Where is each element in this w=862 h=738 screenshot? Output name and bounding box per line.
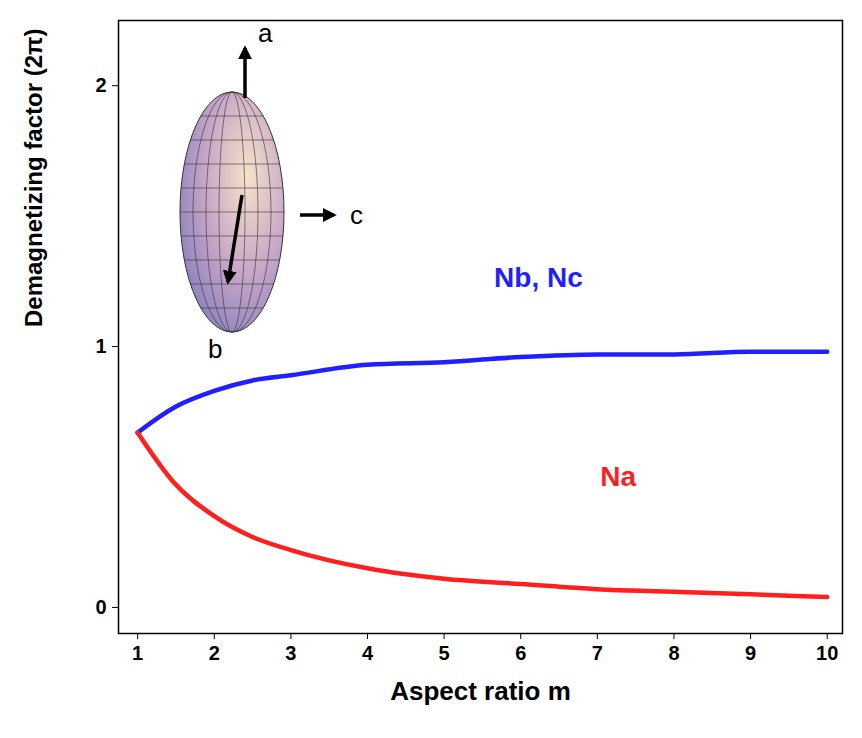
svg-text:c: c — [350, 200, 363, 230]
svg-text:Nb, Nc: Nb, Nc — [494, 262, 583, 293]
svg-text:8: 8 — [668, 642, 679, 664]
svg-text:1: 1 — [95, 335, 106, 357]
svg-text:4: 4 — [362, 642, 374, 664]
svg-text:2: 2 — [95, 74, 106, 96]
svg-text:10: 10 — [816, 642, 838, 664]
svg-text:0: 0 — [95, 596, 106, 618]
svg-text:2: 2 — [209, 642, 220, 664]
svg-text:b: b — [208, 334, 222, 364]
svg-text:7: 7 — [592, 642, 603, 664]
svg-text:Aspect ratio m: Aspect ratio m — [390, 676, 571, 706]
svg-text:Na: Na — [600, 461, 636, 492]
svg-text:6: 6 — [515, 642, 526, 664]
svg-text:1: 1 — [132, 642, 143, 664]
svg-text:a: a — [258, 18, 273, 48]
svg-text:9: 9 — [745, 642, 756, 664]
svg-text:Demagnetizing factor (2π): Demagnetizing factor (2π) — [20, 29, 47, 327]
svg-text:5: 5 — [439, 642, 450, 664]
svg-text:3: 3 — [285, 642, 296, 664]
